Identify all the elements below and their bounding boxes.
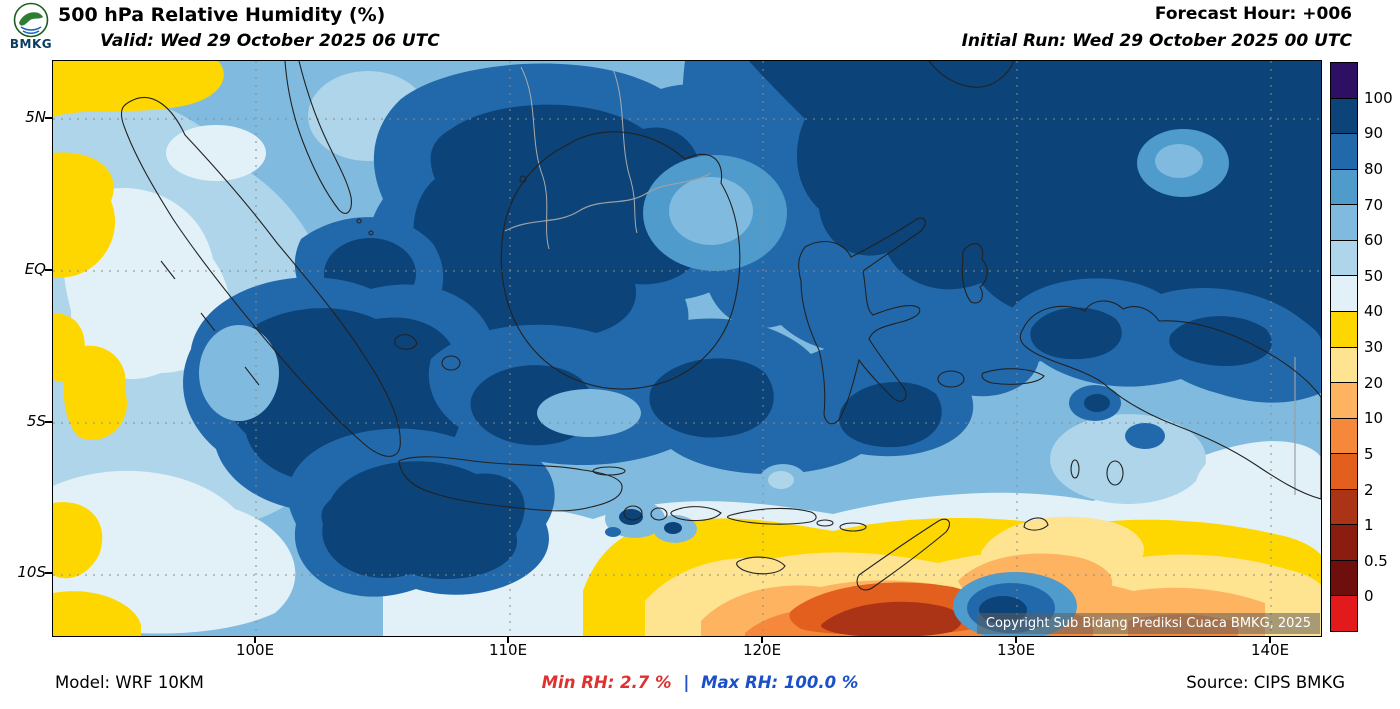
colorbar-tick-label: 2 [1364,480,1374,499]
y-tick-label: 5S [26,412,46,430]
rh-minmax: Min RH: 2.7 % | Max RH: 100.0 % [0,673,1400,692]
copyright-overlay: Copyright Sub Bidang Prediksi Cuaca BMKG… [976,613,1320,634]
min-rh: Min RH: 2.7 % [541,673,672,692]
x-tick-label: 130E [996,641,1036,659]
x-tick-mark [761,636,763,643]
colorbar-tick-label: 90 [1364,124,1384,143]
bmkg-logo: BMKG [8,2,54,51]
source-label: Source: CIPS BMKG [1186,673,1345,692]
colorbar-segment [1331,134,1357,170]
colorbar-tick-label: 100 [1364,88,1393,107]
x-tick-label: 120E [742,641,782,659]
minmax-separator: | [683,673,690,692]
x-tick-label: 140E [1250,641,1290,659]
x-tick-mark [507,636,509,643]
colorbar-segment [1331,596,1357,631]
colorbar-tick-label: 1 [1364,516,1374,535]
gridlines [53,61,1321,636]
x-tick-mark [1015,636,1017,643]
colorbar-segment [1331,205,1357,241]
x-tick-label: 100E [235,641,275,659]
page-title: 500 hPa Relative Humidity (%) [58,4,386,26]
colorbar-segment [1331,311,1357,348]
colorbar-segment [1331,454,1357,490]
colorbar-tick-label: 60 [1364,231,1384,250]
colorbar-tick-label: 70 [1364,195,1384,214]
colorbar-tick-label: 30 [1364,338,1384,356]
colorbar [1330,62,1358,632]
y-tick-label: 10S [17,563,46,581]
colorbar-labels: 100 90 80 70 60 50 40 30 20 10 5 2 1 0.5 0 [1364,62,1400,632]
colorbar-segment [1331,489,1357,526]
x-tick-mark [254,636,256,643]
colorbar-tick-label: 10 [1364,409,1384,428]
model-label: Model: WRF 10KM [55,673,204,692]
y-tick-mark [45,269,52,271]
colorbar-segment [1331,560,1357,597]
x-tick-label: 110E [488,641,528,659]
colorbar-tick-label: 40 [1364,302,1384,321]
y-tick-mark [45,117,52,119]
y-tick-mark [45,421,52,423]
colorbar-tick-label: 0 [1364,587,1374,606]
max-rh: Max RH: 100.0 % [701,673,859,692]
colorbar-segment [1331,63,1357,99]
colorbar-tick-label: 80 [1364,159,1384,178]
colorbar-segment [1331,276,1357,312]
colorbar-segment [1331,383,1357,419]
initial-run: Initial Run: Wed 29 October 2025 00 UTC [961,31,1352,51]
colorbar-tick-label: 20 [1364,373,1384,392]
colorbar-tick-label: 0.5 [1364,551,1388,570]
map-svg [53,61,1321,636]
colorbar-segment [1331,98,1357,135]
colorbar-tick-label: 5 [1364,444,1374,463]
colorbar-tick-label: 50 [1364,266,1384,285]
forecast-hour: Forecast Hour: +006 [1154,4,1352,24]
map-area: Copyright Sub Bidang Prediksi Cuaca BMKG… [52,60,1322,637]
political-borders [504,66,1296,495]
valid-time: Valid: Wed 29 October 2025 06 UTC [100,31,440,51]
colorbar-segment [1331,169,1357,206]
y-tick-mark [45,572,52,574]
coastlines [120,61,1321,591]
colorbar-segment [1331,525,1357,561]
y-tick-label: EQ [24,260,46,278]
rh-fill-layer [53,61,1321,636]
y-tick-label: 5N [25,108,46,126]
colorbar-segment [1331,347,1357,384]
colorbar-segment [1331,418,1357,455]
bmkg-logo-text: BMKG [9,37,53,51]
bmkg-logo-icon [13,2,49,38]
x-tick-mark [1269,636,1271,643]
colorbar-segment [1331,240,1357,277]
